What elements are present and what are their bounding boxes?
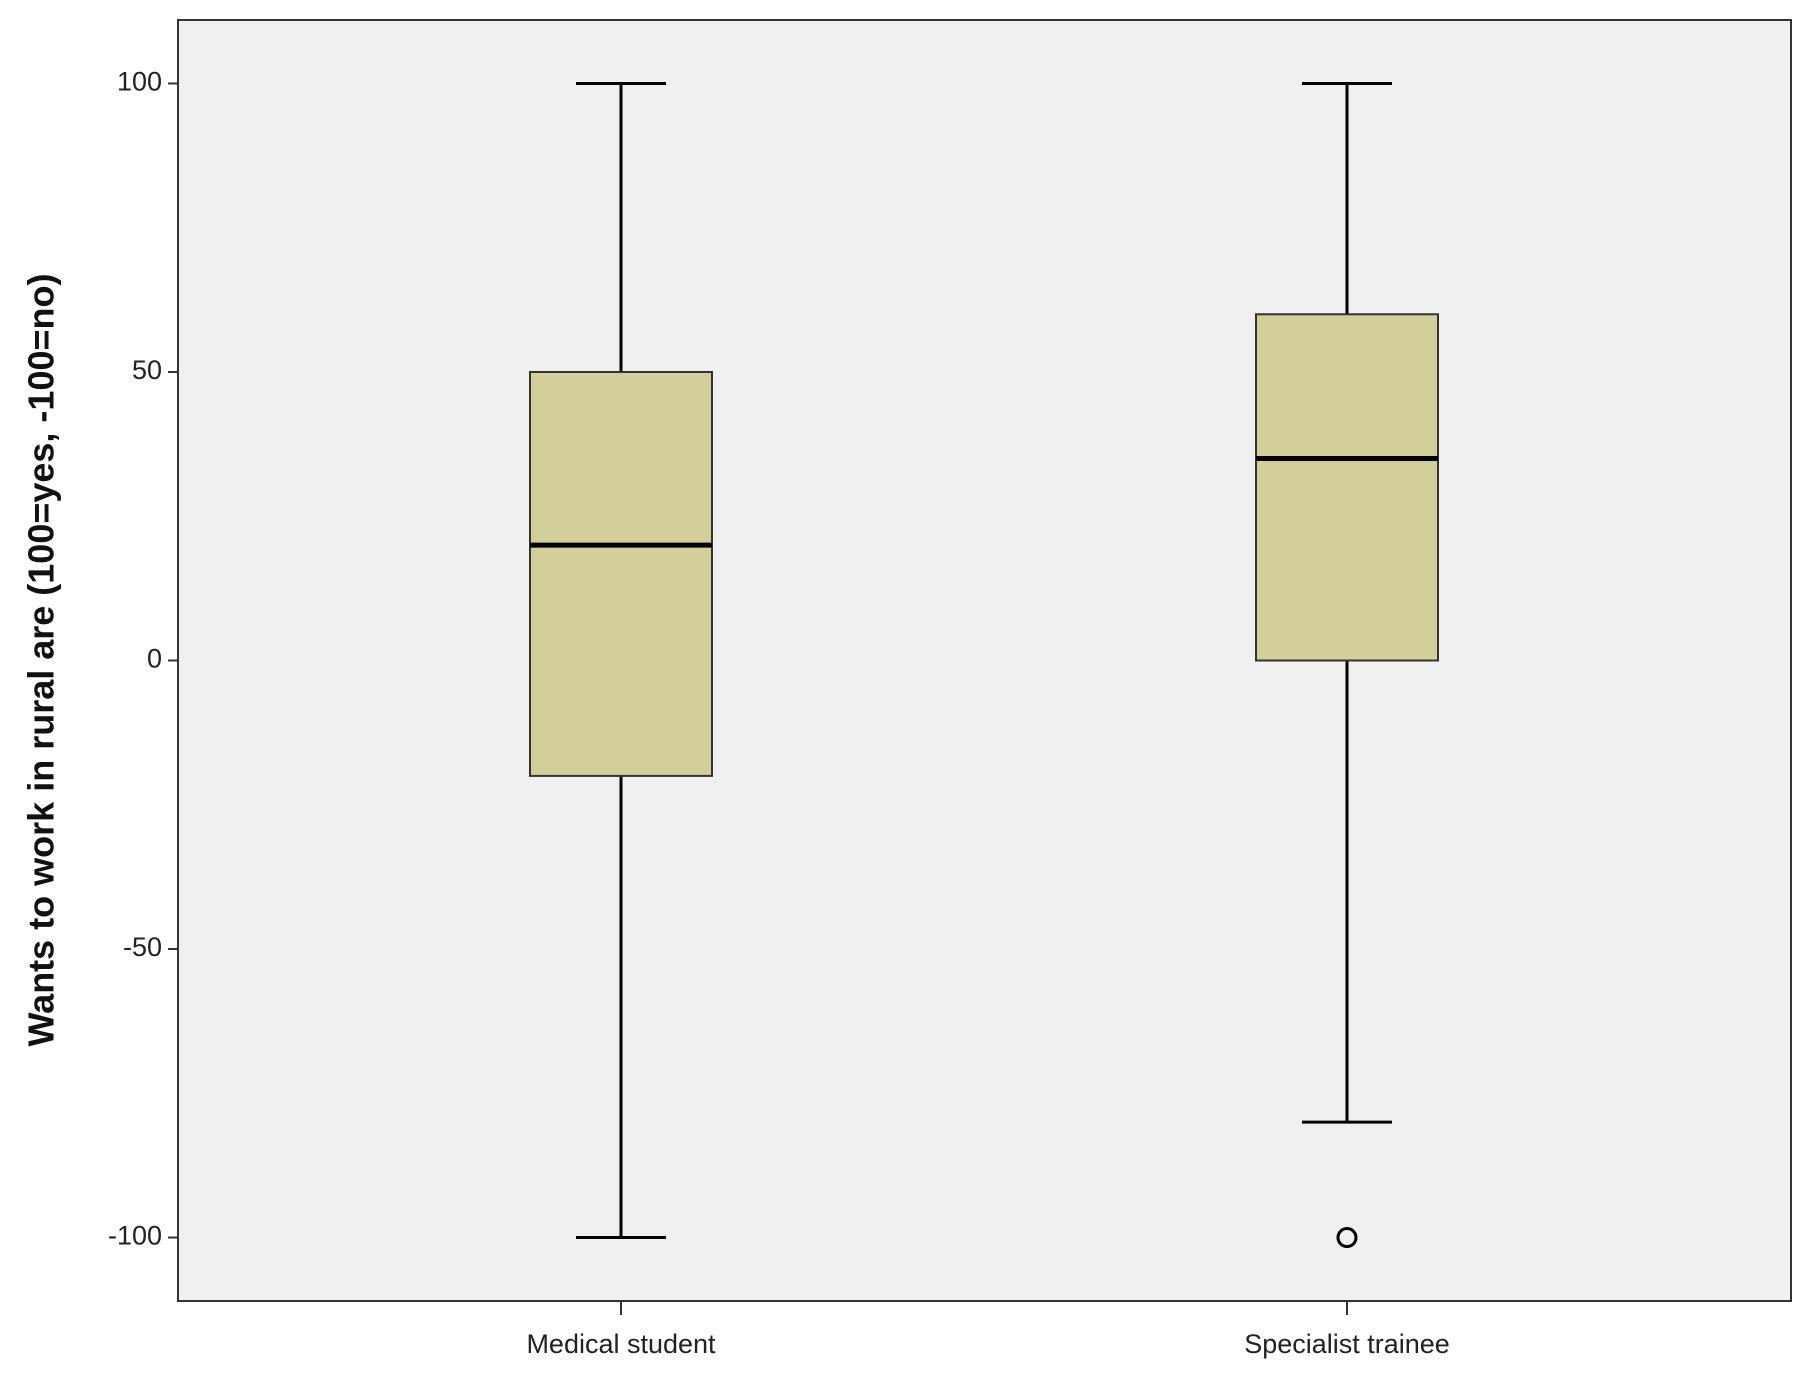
y-tick-label: -50 [123, 932, 162, 962]
box [529, 370, 713, 777]
y-tick-label: 50 [132, 355, 162, 385]
y-axis-label: Wants to work in rural are (100=yes, -10… [21, 274, 62, 1047]
y-tick-label: 100 [117, 67, 162, 97]
box [1255, 313, 1439, 662]
outlier [1336, 1227, 1358, 1249]
plot-area [177, 19, 1792, 1302]
x-tick-label: Medical student [526, 1329, 716, 1359]
y-tick-label: 0 [147, 644, 162, 674]
x-tick-label: Specialist trainee [1244, 1329, 1450, 1359]
y-tick-label: -100 [108, 1221, 162, 1251]
